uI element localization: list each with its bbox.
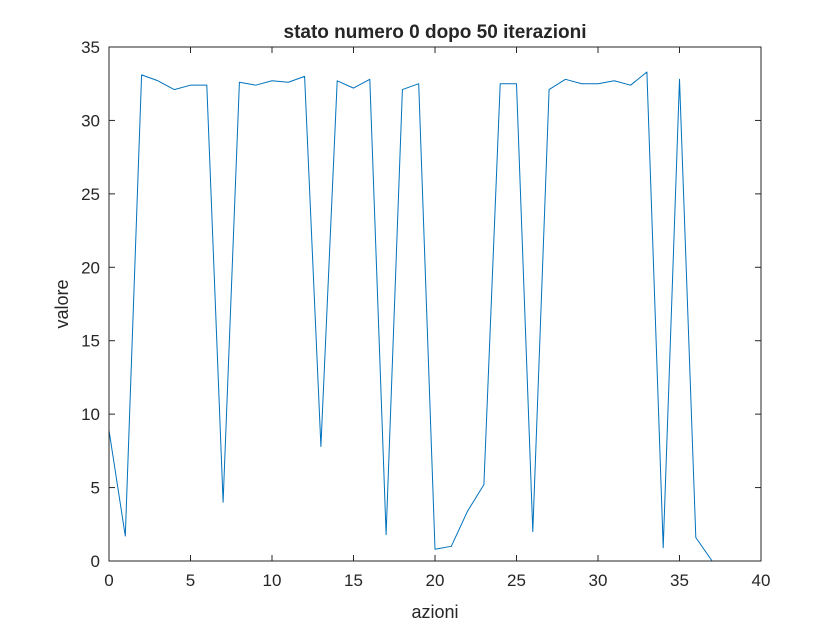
data-point <box>402 89 403 90</box>
data-point <box>271 80 272 81</box>
data-point <box>483 484 484 485</box>
data-point <box>434 549 435 550</box>
data-point <box>646 71 647 72</box>
data-point <box>190 85 191 86</box>
data-point <box>157 80 158 81</box>
data-point <box>630 85 631 86</box>
data-point <box>288 82 289 83</box>
y-tick-label: 30 <box>81 111 100 130</box>
data-point <box>320 446 321 447</box>
data-point <box>369 79 370 80</box>
x-tick-label: 25 <box>507 571 526 590</box>
data-point <box>304 76 305 77</box>
x-tick-label: 0 <box>104 571 113 590</box>
data-point <box>679 79 680 80</box>
chart-title: stato numero 0 dopo 50 iterazioni <box>284 22 587 43</box>
y-tick-label: 0 <box>91 552 100 571</box>
data-point <box>467 510 468 511</box>
data-point <box>418 83 419 84</box>
series-layer <box>108 71 713 562</box>
series-line-0 <box>108 71 713 562</box>
data-point <box>500 83 501 84</box>
data-point <box>337 80 338 81</box>
data-point <box>239 82 240 83</box>
data-point <box>597 83 598 84</box>
plot-area-background <box>109 47 761 561</box>
data-point <box>223 502 224 503</box>
data-point <box>614 80 615 81</box>
x-tick-label: 35 <box>670 571 689 590</box>
data-point <box>695 537 696 538</box>
data-point <box>516 83 517 84</box>
data-point <box>581 83 582 84</box>
x-tick-label: 5 <box>186 571 195 590</box>
y-tick-label: 35 <box>81 38 100 57</box>
y-tick-label: 20 <box>81 258 100 277</box>
data-point <box>532 531 533 532</box>
data-point <box>206 85 207 86</box>
y-tick-label: 15 <box>81 332 100 351</box>
data-point <box>451 546 452 547</box>
x-axis-ticks: 0 5 10 15 20 25 30 35 40 <box>104 47 770 590</box>
data-point <box>353 88 354 89</box>
x-tick-label: 20 <box>426 571 445 590</box>
data-point <box>141 74 142 75</box>
data-point <box>174 89 175 90</box>
data-point <box>125 535 126 536</box>
x-tick-label: 15 <box>344 571 363 590</box>
y-tick-label: 5 <box>91 479 100 498</box>
data-point <box>565 79 566 80</box>
x-tick-label: 30 <box>589 571 608 590</box>
data-point <box>386 534 387 535</box>
x-axis-label: azioni <box>411 602 458 622</box>
y-tick-label: 25 <box>81 185 100 204</box>
data-point <box>549 89 550 90</box>
x-tick-label: 10 <box>263 571 282 590</box>
y-axis-ticks: 0 5 10 15 20 25 30 35 <box>81 38 761 571</box>
data-point <box>255 85 256 86</box>
y-tick-label: 10 <box>81 405 100 424</box>
y-axis-label: valore <box>52 279 72 328</box>
data-point <box>663 547 664 548</box>
x-tick-label: 40 <box>752 571 771 590</box>
